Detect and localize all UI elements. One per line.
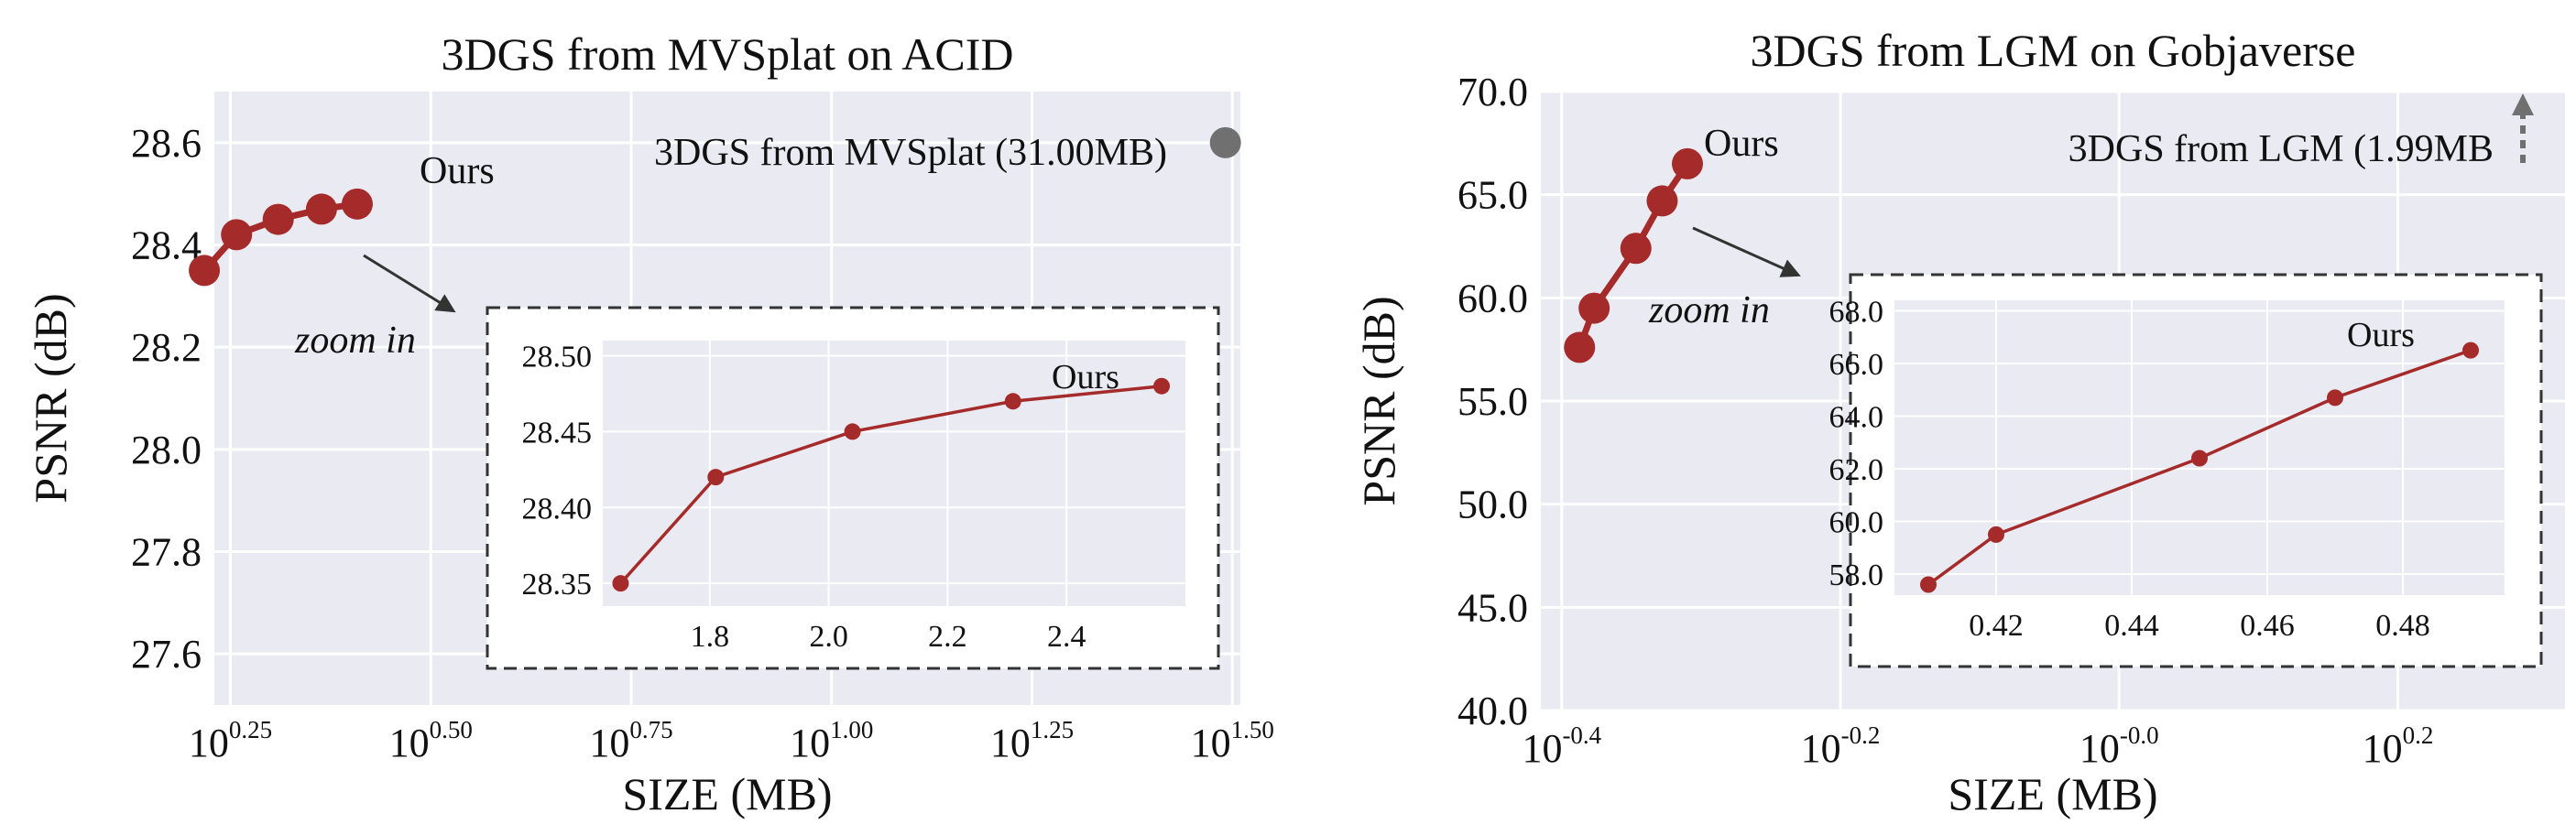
data-point	[1646, 185, 1678, 217]
y-tick-label: 27.6	[131, 632, 202, 677]
y-axis-label: PSNR (dB)	[1353, 296, 1404, 505]
reference-label: 3DGS from LGM (1.99MB	[2068, 128, 2494, 170]
inset-data-point	[844, 423, 861, 440]
inset-y-tick-label: 28.50	[522, 341, 593, 374]
inset-series-ours	[1920, 342, 2479, 593]
zoom-arrow	[363, 254, 456, 313]
inset-data-point	[2327, 389, 2343, 407]
inset-y-tick-label: 28.45	[522, 416, 593, 450]
inset-x-tick-label: 1.8	[691, 620, 730, 654]
x-tick-label: 10-0.0	[2079, 721, 2159, 771]
inset-x-tick-label: 0.46	[2240, 609, 2295, 643]
zoom-label: zoom in	[1648, 289, 1770, 331]
chart-lgm-gobjaverse: 40.045.050.055.060.065.070.0 10-0.4 10-0.…	[1353, 25, 2565, 819]
y-tick-label: 70.0	[1457, 70, 1528, 114]
inset-data-point	[612, 575, 629, 592]
inset-y-tick-label: 68.0	[1829, 296, 1884, 330]
inset-y-tick-label: 28.35	[522, 568, 593, 602]
y-tick-label: 28.0	[131, 428, 202, 472]
y-tick-label: 65.0	[1457, 173, 1528, 218]
data-point	[1578, 292, 1610, 324]
chart-title: 3DGS from LGM on Gobjaverse	[1750, 25, 2355, 76]
inset-data-point	[2191, 450, 2208, 467]
inset-y-tick-labels: 28.35 28.40 28.45 28.50	[522, 341, 593, 602]
inset-x-tick-label: 0.48	[2375, 609, 2430, 643]
x-tick-label: 10-0.4	[1522, 721, 1601, 771]
data-point	[1564, 331, 1596, 363]
inset-x-tick-label: 2.0	[809, 620, 848, 654]
inset-data-point	[2462, 342, 2479, 359]
reference-label: 3DGS from MVSplat (31.00MB)	[654, 132, 1167, 174]
zoom-arrow	[1692, 226, 1801, 277]
inset-y-tick-label: 62.0	[1829, 453, 1884, 487]
inset-series-label: Ours	[2347, 316, 2415, 354]
zoom-label: zoom in	[294, 320, 416, 362]
data-point	[189, 255, 221, 287]
reference-offscale-arrow-icon	[2512, 93, 2534, 163]
chart-title: 3DGS from MVSplat on ACID	[441, 28, 1013, 80]
inset-x-tick-label: 2.4	[1047, 620, 1086, 654]
reference-point	[1209, 126, 1241, 158]
data-point	[305, 193, 337, 225]
y-tick-label: 28.4	[131, 223, 202, 268]
x-axis-label: SIZE (MB)	[622, 768, 832, 819]
y-tick-label: 28.2	[131, 325, 202, 370]
x-axis-label: SIZE (MB)	[1948, 768, 2157, 819]
inset-x-tick-labels: 0.42 0.44 0.46 0.48	[1969, 609, 2430, 643]
y-tick-label: 28.6	[131, 121, 202, 166]
inset-series-ours	[612, 377, 1171, 592]
data-point	[262, 203, 294, 235]
y-tick-label: 50.0	[1457, 483, 1528, 527]
inset-data-point	[707, 469, 725, 486]
inset-y-tick-label: 60.0	[1829, 506, 1884, 540]
y-axis-label: PSNR (dB)	[25, 293, 76, 503]
inset-x-tick-label: 2.2	[928, 620, 967, 654]
y-tick-label: 27.8	[131, 530, 202, 575]
x-tick-label: 101.25	[990, 716, 1074, 765]
inset-plot-area	[603, 341, 1185, 606]
inset-gridlines	[603, 341, 1185, 606]
inset-gridlines	[1894, 300, 2505, 595]
data-point	[341, 188, 373, 220]
data-point	[221, 219, 253, 251]
series-label-ours: Ours	[1704, 123, 1779, 165]
y-tick-labels: 40.0 45.0 50.0 55.0 60.0 65.0 70.0	[1457, 70, 1528, 733]
inset-x-tick-labels: 1.8 2.0 2.2 2.4	[691, 620, 1086, 654]
x-tick-label: 100.50	[389, 716, 473, 765]
data-point	[1620, 233, 1652, 265]
series-ours	[1564, 147, 1704, 363]
x-tick-label: 100.75	[589, 716, 672, 765]
inset-x-tick-label: 0.42	[1969, 609, 2024, 643]
x-tick-labels: 10-0.4 10-0.2 10-0.0 100.2	[1522, 721, 2433, 771]
inset-y-tick-labels: 58.0 60.0 62.0 64.0 66.0 68.0	[1829, 296, 1884, 593]
series-ours	[189, 188, 373, 287]
inset-series-label: Ours	[1052, 358, 1119, 396]
x-tick-labels: 100.25 100.50 100.75 101.00 101.25 101.50	[189, 716, 1274, 765]
inset-y-tick-label: 58.0	[1829, 558, 1884, 592]
data-point	[1672, 147, 1704, 179]
inset-zoom: 58.060.062.064.066.068.0 0.42 0.44 0.46 0.4…	[1829, 273, 2543, 668]
x-tick-label: 101.50	[1191, 716, 1274, 765]
inset-x-tick-label: 0.44	[2104, 609, 2159, 643]
x-tick-label: 101.00	[790, 716, 873, 765]
inset-y-tick-label: 66.0	[1829, 348, 1884, 382]
inset-data-point	[1153, 377, 1171, 395]
y-tick-label: 40.0	[1457, 689, 1528, 733]
y-tick-labels: 27.6 27.8 28.0 28.2 28.4 28.6	[131, 121, 202, 677]
y-tick-label: 45.0	[1457, 585, 1528, 630]
x-tick-label: 10-0.2	[1801, 721, 1881, 771]
x-tick-label: 100.25	[189, 716, 272, 765]
inset-data-point	[1988, 526, 2004, 543]
x-tick-label: 100.2	[2363, 721, 2434, 771]
series-label-ours: Ours	[420, 150, 495, 192]
inset-y-tick-label: 64.0	[1829, 401, 1884, 435]
inset-y-tick-label: 28.40	[522, 492, 593, 526]
inset-data-point	[1004, 393, 1021, 410]
y-tick-label: 55.0	[1457, 379, 1528, 424]
inset-zoom: 28.35 28.40 28.45 28.50 1.8 2.0 2.2 2.4 Ours	[486, 306, 1220, 670]
y-tick-label: 60.0	[1457, 276, 1528, 320]
inset-data-point	[1920, 576, 1937, 593]
chart-mvsplat-acid: 27.627.828.028.228.428.6 100.25 100.50 100…	[25, 28, 1274, 819]
